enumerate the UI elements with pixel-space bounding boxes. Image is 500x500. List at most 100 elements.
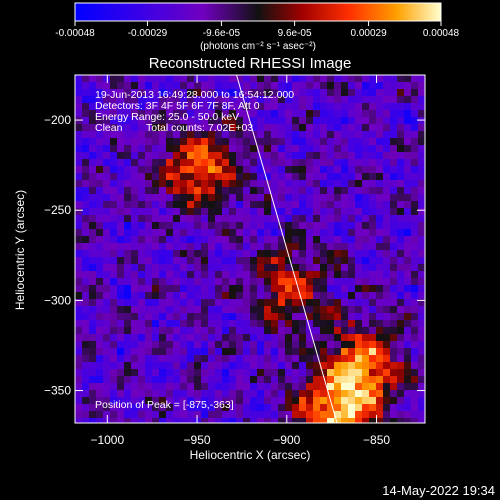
heatmap-cell (215, 222, 222, 229)
heatmap-cell (285, 348, 292, 355)
heatmap-cell (159, 306, 166, 313)
heatmap-cell (75, 271, 82, 278)
heatmap-cell (201, 362, 208, 369)
heatmap-cell (397, 327, 404, 334)
heatmap-cell (131, 313, 138, 320)
heatmap-cell (292, 138, 299, 145)
heatmap-cell (96, 110, 103, 117)
heatmap-cell (292, 306, 299, 313)
heatmap-cell (292, 292, 299, 299)
heatmap-cell (82, 348, 89, 355)
heatmap-cell (131, 418, 138, 423)
heatmap-cell (180, 362, 187, 369)
heatmap-cell (75, 222, 82, 229)
heatmap-cell (264, 166, 271, 173)
heatmap-cell (250, 89, 257, 96)
heatmap-cell (124, 376, 131, 383)
heatmap-cell (418, 397, 425, 404)
heatmap-cell (397, 313, 404, 320)
heatmap-cell (145, 264, 152, 271)
heatmap-cell (271, 376, 278, 383)
heatmap-cell (292, 180, 299, 187)
heatmap-cell (285, 152, 292, 159)
heatmap-cell (187, 103, 194, 110)
plot-frame (74, 74, 426, 424)
heatmap-cell (404, 285, 411, 292)
heatmap-cell (159, 327, 166, 334)
heatmap-cell (383, 390, 390, 397)
heatmap-cell (390, 369, 397, 376)
heatmap-cell (250, 208, 257, 215)
heatmap-cell (292, 285, 299, 292)
heatmap-cell (117, 82, 124, 89)
heatmap-cell (369, 89, 376, 96)
heatmap-cell (369, 124, 376, 131)
heatmap-cell (166, 117, 173, 124)
heatmap-cell (194, 362, 201, 369)
heatmap-cell (145, 110, 152, 117)
heatmap-cell (187, 215, 194, 222)
heatmap-cell (320, 138, 327, 145)
heatmap-cell (313, 117, 320, 124)
heatmap-cell (348, 236, 355, 243)
heatmap-cell (320, 243, 327, 250)
heatmap-cell (250, 376, 257, 383)
heatmap-cell (131, 215, 138, 222)
heatmap-cell (341, 404, 348, 411)
heatmap-cell (145, 229, 152, 236)
heatmap-cell (243, 124, 250, 131)
heatmap-cell (278, 201, 285, 208)
heatmap-cell (96, 166, 103, 173)
heatmap-cell (187, 383, 194, 390)
heatmap-cell (222, 222, 229, 229)
heatmap-cell (89, 355, 96, 362)
heatmap-cell (145, 103, 152, 110)
heatmap-cell (292, 257, 299, 264)
heatmap-cell (103, 369, 110, 376)
heatmap-cell (418, 194, 425, 201)
heatmap-cell (278, 103, 285, 110)
heatmap-cell (180, 397, 187, 404)
heatmap-cell (194, 103, 201, 110)
heatmap-cell (250, 390, 257, 397)
heatmap-cell (103, 320, 110, 327)
heatmap-cell (264, 222, 271, 229)
heatmap-cell (173, 124, 180, 131)
heatmap-cell (334, 341, 341, 348)
heatmap-cell (383, 278, 390, 285)
heatmap-cell (327, 159, 334, 166)
heatmap-cell (159, 103, 166, 110)
heatmap-cell (215, 82, 222, 89)
heatmap-cell (264, 362, 271, 369)
heatmap-cell (208, 110, 215, 117)
heatmap-cell (306, 348, 313, 355)
heatmap-cell (257, 376, 264, 383)
heatmap-cell (299, 264, 306, 271)
heatmap-cell (411, 292, 418, 299)
heatmap-cell (411, 173, 418, 180)
heatmap-cell (166, 355, 173, 362)
heatmap-cell (257, 124, 264, 131)
heatmap-cell (313, 397, 320, 404)
heatmap-cell (306, 166, 313, 173)
heatmap-cell (103, 138, 110, 145)
heatmap-cell (215, 124, 222, 131)
heatmap-cell (166, 96, 173, 103)
heatmap-cell (110, 362, 117, 369)
heatmap-cell (215, 348, 222, 355)
heatmap-cell (362, 96, 369, 103)
heatmap-cell (292, 222, 299, 229)
heatmap-cell (383, 285, 390, 292)
heatmap-cell (292, 96, 299, 103)
heatmap-cell (250, 152, 257, 159)
heatmap-cell (411, 89, 418, 96)
heatmap-cell (222, 334, 229, 341)
heatmap-cell (264, 82, 271, 89)
heatmap-cell (411, 390, 418, 397)
heatmap-cell (215, 271, 222, 278)
heatmap-cell (257, 89, 264, 96)
heatmap-cell (390, 320, 397, 327)
heatmap-cell (334, 75, 341, 82)
heatmap-cell (159, 145, 166, 152)
heatmap-cell (292, 327, 299, 334)
